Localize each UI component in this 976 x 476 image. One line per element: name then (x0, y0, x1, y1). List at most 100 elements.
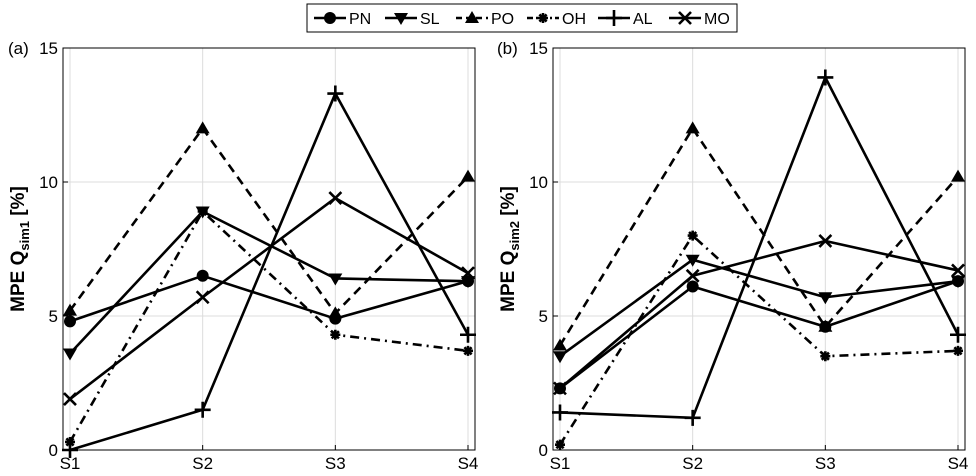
legend-label: PN (349, 11, 371, 28)
data-point-mo (461, 266, 475, 281)
series-mo (63, 191, 475, 406)
legend-label: MO (704, 11, 730, 28)
panel-label: (b) (497, 39, 518, 58)
series-line-al (69, 92, 470, 452)
data-point-al (684, 409, 701, 426)
legend-box (306, 3, 738, 33)
y-tick-label: 5 (539, 307, 548, 326)
legend-entry-mo: MO (669, 11, 730, 28)
legend-entry-po: PO (456, 11, 514, 28)
series-line-mo (559, 239, 959, 390)
legend-entry-oh: OH (527, 11, 586, 28)
legend: PN SL PO OH AL MO (306, 3, 738, 33)
series-line-sl (559, 258, 959, 358)
data-point-al (194, 401, 211, 418)
panel-b: S1 S2 S3 S4 0 5 10 15 (b) MPE Qsim2 [%] (497, 39, 968, 473)
y-axis-label: MPE Qsim2 [%] (498, 186, 522, 312)
data-point-pn (64, 315, 76, 328)
data-point-mo (63, 392, 77, 406)
legend-label: PO (491, 11, 514, 28)
legend-entry-sl: SL (385, 11, 440, 28)
data-point-mo (818, 234, 833, 248)
data-point-al (62, 442, 78, 458)
legend-entry-al: AL (598, 10, 653, 28)
x-tick-label: S2 (682, 454, 703, 473)
plot-frame (62, 47, 476, 451)
data-point-al (460, 326, 476, 343)
series-oh (555, 230, 963, 450)
series-pn (64, 269, 474, 328)
legend-marker (465, 11, 479, 23)
series-al (62, 85, 476, 458)
data-point-mo (328, 191, 343, 205)
y-tick-label: 0 (49, 441, 58, 460)
y-axis-label: MPE Qsim1 [%] (8, 186, 32, 312)
data-point-po (195, 121, 210, 134)
x-tick-label: S3 (325, 454, 346, 473)
y-tick-label: 0 (539, 441, 548, 460)
data-point-po (951, 169, 965, 182)
series-line-pn (69, 274, 469, 323)
data-point-po (818, 319, 833, 332)
data-point-al (950, 326, 966, 343)
data-point-pn (196, 269, 209, 282)
data-point-oh (820, 351, 831, 362)
data-point-sl (63, 348, 77, 361)
series-line-sl (69, 210, 469, 355)
x-tick-label: S2 (192, 454, 213, 473)
data-point-mo (685, 268, 700, 283)
legend-entry-pn: PN (314, 11, 371, 28)
data-point-oh (463, 345, 473, 356)
legend-marker (678, 11, 692, 25)
series-oh (65, 206, 473, 447)
data-point-al (817, 69, 834, 86)
data-point-oh (687, 230, 698, 241)
series-al (552, 69, 966, 426)
data-point-oh (555, 439, 565, 450)
data-point-mo (195, 290, 210, 305)
panel-label: (a) (8, 39, 29, 58)
legend-label: AL (633, 11, 653, 28)
data-point-sl (685, 254, 700, 267)
data-point-pn (686, 280, 699, 293)
series-sl (63, 206, 475, 361)
data-point-po (553, 338, 567, 351)
x-tick-label: S4 (458, 454, 479, 473)
data-point-sl (951, 276, 965, 289)
series-pn (554, 275, 964, 395)
data-point-sl (328, 273, 343, 286)
legend-marker (606, 10, 622, 26)
data-point-po (461, 169, 475, 182)
series-po (553, 121, 965, 351)
panel-a: S1 S2 S3 S4 0 5 10 15 (a) MPE Qsim1 [%] (8, 39, 478, 473)
series-line-oh (68, 210, 469, 443)
data-point-mo (951, 263, 965, 278)
legend-marker (394, 13, 408, 25)
y-tick-label: 10 (529, 173, 548, 192)
series-line-po (68, 127, 469, 315)
y-tick-label: 15 (529, 39, 548, 58)
x-tick-label: S1 (60, 454, 81, 473)
data-point-po (63, 303, 77, 316)
data-point-oh (953, 345, 963, 356)
plot-frame (552, 47, 966, 451)
series-po (63, 121, 475, 319)
data-point-sl (553, 351, 567, 364)
legend-label: OH (562, 11, 586, 28)
data-point-oh (330, 329, 341, 340)
series-line-oh (558, 234, 959, 446)
data-point-sl (461, 276, 475, 289)
series-line-pn (559, 279, 959, 390)
data-point-oh (65, 436, 75, 447)
y-tick-label: 15 (39, 39, 58, 58)
legend-marker (324, 12, 336, 24)
x-tick-label: S3 (815, 454, 836, 473)
data-point-al (327, 85, 344, 102)
legend-marker (538, 13, 548, 23)
data-point-po (328, 306, 343, 319)
series-line-al (559, 76, 960, 420)
y-tick-label: 5 (49, 307, 58, 326)
series-line-mo (69, 196, 469, 401)
y-tick-label: 10 (39, 173, 58, 192)
